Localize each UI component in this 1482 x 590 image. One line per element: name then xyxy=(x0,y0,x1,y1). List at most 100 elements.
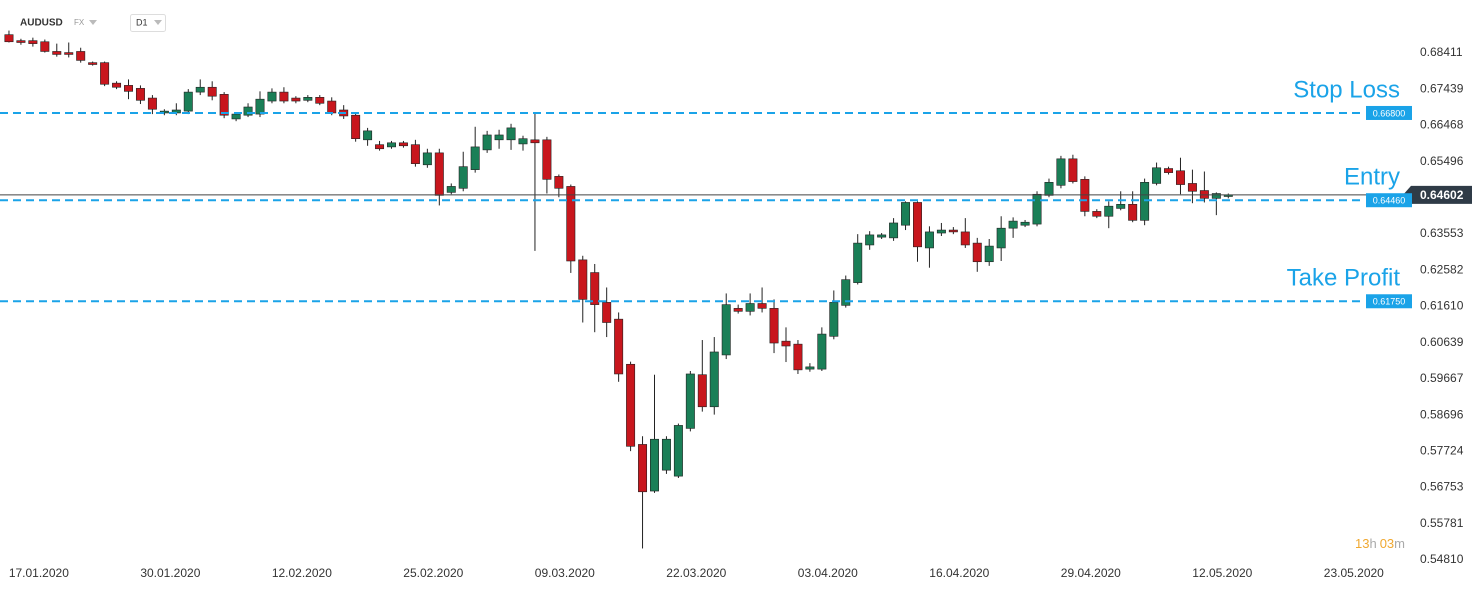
candle-body xyxy=(458,166,468,189)
candle-body xyxy=(1175,170,1185,185)
countdown-unit: h xyxy=(1369,536,1376,551)
x-tick-label: 29.04.2020 xyxy=(1061,566,1121,580)
candle-body xyxy=(901,202,911,226)
candle-body xyxy=(889,222,899,239)
candle-body xyxy=(52,51,62,55)
candle-body xyxy=(853,242,863,283)
candle-body xyxy=(948,229,958,233)
candle-body xyxy=(1152,167,1162,184)
candle-body xyxy=(506,127,516,141)
y-tick-label: 0.63553 xyxy=(1420,226,1464,240)
candle-body xyxy=(1211,193,1221,199)
candle-body xyxy=(40,41,50,52)
candle-body xyxy=(207,86,217,97)
candle-body xyxy=(88,62,98,65)
timeframe-box[interactable] xyxy=(130,14,166,32)
candle-body xyxy=(1187,183,1197,192)
y-tick-label: 0.61610 xyxy=(1420,299,1464,313)
countdown-unit: m xyxy=(1394,536,1405,551)
candle-body xyxy=(745,303,755,312)
candle-body xyxy=(721,304,731,356)
level-price: 0.61750 xyxy=(1373,297,1406,307)
candle-body xyxy=(829,302,839,337)
candle-body xyxy=(231,113,241,120)
candle-body xyxy=(650,438,659,492)
candle-body xyxy=(1068,158,1078,182)
countdown-hours: 13 xyxy=(1355,536,1369,551)
y-tick-label: 0.58696 xyxy=(1420,407,1464,421)
level-name: Entry xyxy=(1344,164,1400,191)
candle-body xyxy=(410,144,420,164)
y-tick-label: 0.65496 xyxy=(1420,154,1464,168)
candle-body xyxy=(327,100,337,114)
candle-body xyxy=(972,242,982,263)
candle-body xyxy=(638,444,648,493)
candle-body xyxy=(255,98,265,115)
x-tick-label: 22.03.2020 xyxy=(666,566,726,580)
candle-body xyxy=(147,97,157,110)
candle-body xyxy=(518,138,528,145)
candle-body xyxy=(960,231,970,246)
candle-body xyxy=(195,86,205,93)
candle-body xyxy=(135,88,145,101)
dropdown-arrow[interactable] xyxy=(154,20,162,25)
candle-body xyxy=(566,186,576,262)
candle-body xyxy=(805,366,815,370)
candles xyxy=(4,30,1233,549)
level-price: 0.66800 xyxy=(1373,108,1406,118)
candle-body xyxy=(351,114,361,139)
candle-body xyxy=(315,97,325,104)
candle-body xyxy=(482,134,492,151)
x-tick-label: 23.05.2020 xyxy=(1324,566,1384,580)
candle-body xyxy=(28,40,38,44)
candle-body xyxy=(470,146,480,170)
countdown: 13h 03m xyxy=(1355,536,1405,551)
candle-body xyxy=(387,142,396,148)
x-tick-label: 03.04.2020 xyxy=(798,566,858,580)
candle-body xyxy=(1056,158,1066,186)
candle-body xyxy=(434,152,444,196)
candle-body xyxy=(1092,211,1102,217)
candle-body xyxy=(422,152,432,166)
candle-body xyxy=(924,231,934,249)
toolbar: AUDUSD FX D1 xyxy=(20,14,166,32)
y-tick-label: 0.57724 xyxy=(1420,444,1464,458)
candle-body xyxy=(243,106,253,116)
candle-body xyxy=(1008,220,1018,229)
candle-body xyxy=(279,91,289,102)
candle-body xyxy=(1140,182,1150,221)
last-price-label: 0.64602 xyxy=(1420,188,1464,202)
candle-body xyxy=(769,308,779,344)
x-tick-label: 17.01.2020 xyxy=(9,566,69,580)
candle-body xyxy=(1020,221,1030,226)
candle-body xyxy=(626,363,636,447)
dropdown-arrow[interactable] xyxy=(89,20,97,25)
candle-body xyxy=(817,333,827,370)
countdown-minutes: 03 xyxy=(1380,536,1394,551)
candle-body xyxy=(267,91,277,102)
level-tag xyxy=(1366,105,1412,120)
x-tick-label: 25.02.2020 xyxy=(403,566,463,580)
candle-body xyxy=(530,139,540,144)
x-tick-label: 16.04.2020 xyxy=(929,566,989,580)
y-tick-label: 0.59667 xyxy=(1420,371,1464,385)
candle-body xyxy=(446,186,456,193)
candle-body xyxy=(363,130,373,141)
candle-body xyxy=(1164,168,1174,173)
candle-body xyxy=(542,139,552,180)
y-tick-label: 0.54810 xyxy=(1420,552,1464,566)
candle-body xyxy=(865,234,875,246)
candle-body xyxy=(709,351,719,408)
candle-body xyxy=(996,227,1006,249)
candle-body xyxy=(494,134,504,141)
candle-body xyxy=(291,97,301,102)
y-tick-label: 0.60639 xyxy=(1420,335,1464,349)
candle-body xyxy=(614,318,624,375)
candle-body xyxy=(112,82,122,88)
market[interactable]: FX xyxy=(74,18,85,27)
candle-body xyxy=(685,373,695,429)
candle-body xyxy=(1044,182,1054,196)
candle-body xyxy=(793,343,803,371)
timeframe[interactable]: D1 xyxy=(136,17,148,27)
